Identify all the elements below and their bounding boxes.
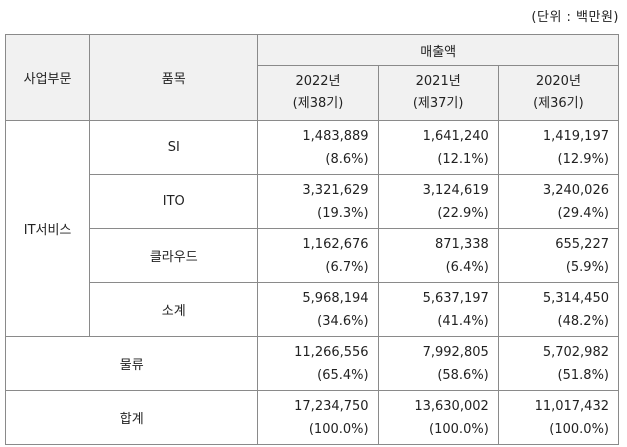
segment-total: 합계 (4, 390, 259, 445)
value-cell: 1,419,197 (12.9%) (497, 120, 620, 175)
table-row-subtotal: 소계 5,968,194 (34.6%) 5,637,197 (41.4%) 5… (6, 282, 620, 337)
header-year-2022: 2022년 (제38기) (257, 65, 379, 121)
value-cell: 1,641,240 (12.1%) (377, 120, 499, 175)
share: (100.0%) (429, 421, 489, 437)
value-cell: 3,321,629 (19.3%) (257, 174, 379, 229)
header-year-2021: 2021년 (제37기) (377, 65, 499, 121)
share: (51.8%) (557, 367, 609, 383)
value-cell: 11,017,432 (100.0%) (497, 390, 620, 445)
value-cell: 11,266,556 (65.4%) (257, 336, 379, 391)
share: (65.4%) (317, 367, 369, 383)
table-row-total: 합계 17,234,750 (100.0%) 13,630,002 (100.0… (4, 390, 620, 445)
value-cell: 1,483,889 (8.6%) (257, 120, 379, 175)
table-row-si: IT서비스 SI 1,483,889 (8.6%) 1,641,240 (12.… (4, 120, 620, 337)
amount: 13,630,002 (414, 398, 489, 414)
share: (100.0%) (308, 421, 369, 437)
value-cell: 7,992,805 (58.6%) (377, 336, 499, 391)
product-ito: ITO (89, 174, 259, 229)
product-si: SI (89, 120, 259, 175)
amount: 871,338 (435, 236, 489, 252)
share: (100.0%) (549, 421, 609, 437)
period-label: (제38기) (292, 96, 344, 111)
share: (48.2%) (557, 313, 609, 329)
amount: 3,124,619 (422, 182, 489, 198)
sales-table: 사업부문 품목 매출액 2022년 (제38기) 2021년 (제37기) 20… (4, 34, 620, 445)
share: (6.7%) (325, 259, 369, 275)
value-cell: 5,314,450 (48.2%) (497, 282, 620, 337)
value-cell: 17,234,750 (100.0%) (257, 390, 379, 445)
share: (12.1%) (437, 151, 489, 167)
table-row-cloud: 클라우드 1,162,676 (6.7%) 871,338 (6.4%) 655… (6, 228, 620, 283)
share: (22.9%) (437, 205, 489, 221)
share: (58.6%) (437, 367, 489, 383)
segment-it-services: IT서비스 (4, 120, 91, 337)
segment-logistics: 물류 (4, 336, 259, 391)
amount: 7,992,805 (422, 344, 489, 360)
amount: 655,227 (555, 236, 609, 252)
amount: 5,968,194 (302, 290, 369, 306)
amount: 1,419,197 (542, 128, 609, 144)
header-year-2020: 2020년 (제36기) (497, 65, 620, 121)
value-cell: 3,124,619 (22.9%) (377, 174, 499, 229)
year-label: 2022년 (295, 74, 341, 89)
share: (19.3%) (317, 205, 369, 221)
value-cell: 871,338 (6.4%) (377, 228, 499, 283)
value-cell: 5,968,194 (34.6%) (257, 282, 379, 337)
amount: 5,314,450 (542, 290, 609, 306)
share: (41.4%) (437, 313, 489, 329)
period-label: (제36기) (533, 96, 584, 111)
table-row-ito: ITO 3,321,629 (19.3%) 3,124,619 (22.9%) … (6, 174, 620, 229)
year-label: 2020년 (535, 74, 581, 89)
share: (34.6%) (317, 313, 369, 329)
share: (5.9%) (565, 259, 609, 275)
amount: 5,637,197 (422, 290, 489, 306)
year-label: 2021년 (415, 74, 461, 89)
header-product: 품목 (89, 34, 259, 121)
amount: 11,266,556 (294, 344, 369, 360)
product-cloud: 클라우드 (89, 228, 259, 283)
period-label: (제37기) (412, 96, 464, 111)
value-cell: 5,637,197 (41.4%) (377, 282, 499, 337)
header-segment: 사업부문 (4, 34, 91, 121)
value-cell: 655,227 (5.9%) (497, 228, 620, 283)
amount: 3,321,629 (302, 182, 369, 198)
amount: 11,017,432 (534, 398, 609, 414)
amount: 5,702,982 (542, 344, 609, 360)
share: (6.4%) (445, 259, 489, 275)
share: (29.4%) (557, 205, 609, 221)
table-row-logistics: 물류 11,266,556 (65.4%) 7,992,805 (58.6%) … (4, 336, 620, 391)
value-cell: 13,630,002 (100.0%) (377, 390, 499, 445)
amount: 3,240,026 (542, 182, 609, 198)
amount: 1,162,676 (302, 236, 369, 252)
share: (12.9%) (557, 151, 609, 167)
amount: 1,483,889 (302, 128, 369, 144)
amount: 1,641,240 (422, 128, 489, 144)
product-subtotal: 소계 (89, 282, 259, 337)
share: (8.6%) (325, 151, 369, 167)
amount: 17,234,750 (294, 398, 369, 414)
unit-note: (단위 : 백만원) (531, 10, 619, 25)
value-cell: 3,240,026 (29.4%) (497, 174, 620, 229)
header-sales: 매출액 (257, 34, 619, 66)
value-cell: 1,162,676 (6.7%) (257, 228, 379, 283)
value-cell: 5,702,982 (51.8%) (497, 336, 620, 391)
